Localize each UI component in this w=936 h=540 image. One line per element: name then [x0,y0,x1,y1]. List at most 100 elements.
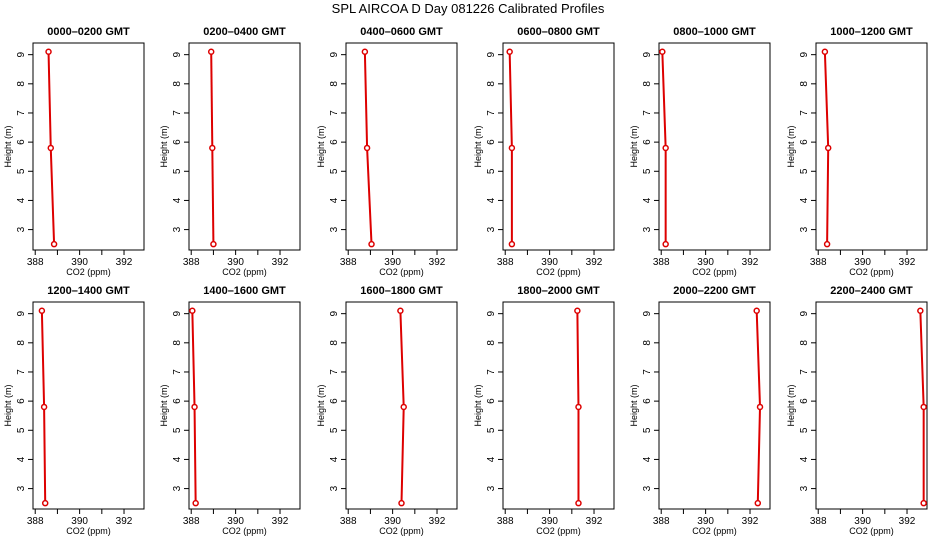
y-tick-label: 6 [16,139,27,145]
y-axis-label: Height (m) [3,125,13,167]
x-tick-label: 392 [742,257,759,268]
y-axis-label: Height (m) [159,125,169,167]
x-tick-label: 392 [272,257,289,268]
y-tick-label: 3 [16,485,27,491]
data-point [400,403,407,411]
x-tick-label: 392 [116,257,133,268]
y-tick-label: 3 [799,485,810,491]
y-tick-label: 4 [642,197,653,203]
plot-frame [345,301,458,510]
x-tick-label: 388 [183,257,200,268]
data-point [920,403,927,411]
x-tick-label: 388 [497,257,514,268]
x-tick-label: 390 [227,516,244,527]
x-tick-label: 388 [653,257,670,268]
data-point [41,499,49,507]
y-tick-label: 3 [329,226,340,232]
y-tick-label: 9 [642,51,653,57]
data-point [192,499,199,507]
x-tick-label: 392 [899,516,916,527]
x-axis-label: CO2 (ppm) [222,526,267,536]
y-tick-label: 6 [642,139,653,145]
data-point [574,307,581,314]
panel-title: 1200–1400 GMT [47,285,130,297]
y-tick-label: 5 [486,427,497,433]
y-tick-label: 7 [642,369,653,375]
data-point [209,144,216,152]
y-tick-label: 7 [329,369,340,375]
x-tick-label: 388 [340,516,357,527]
x-axis-label: CO2 (ppm) [66,526,111,536]
y-tick-label: 5 [172,168,183,174]
y-tick-label: 5 [799,168,810,174]
x-tick-label: 392 [899,257,916,268]
panel-title: 1000–1200 GMT [830,26,913,38]
data-point [207,48,215,55]
plot-frame [188,42,301,251]
y-tick-label: 9 [642,310,653,316]
y-tick-label: 8 [486,340,497,346]
y-tick-label: 3 [172,226,183,232]
panel-title: 0600–0800 GMT [517,26,600,38]
panel-title: 2000–2200 GMT [673,285,756,297]
y-tick-label: 5 [16,168,27,174]
y-tick-label: 9 [486,51,497,57]
y-tick-label: 8 [329,81,340,87]
x-tick-label: 390 [541,516,558,527]
data-point [210,240,217,248]
y-tick-label: 9 [329,51,340,57]
data-point [662,144,669,152]
panel-title: 2200–2400 GMT [830,285,913,297]
y-tick-label: 6 [799,139,810,145]
data-point [575,499,582,507]
y-tick-label: 9 [799,310,810,316]
x-axis-label: CO2 (ppm) [379,526,424,536]
data-point [50,240,58,248]
figure-title: SPL AIRCOA D Day 081226 Calibrated Profi… [331,1,605,16]
x-axis-label: CO2 (ppm) [379,267,424,277]
y-tick-label: 6 [486,398,497,404]
y-tick-label: 4 [172,456,183,462]
x-tick-label: 388 [27,516,44,527]
y-tick-label: 9 [329,310,340,316]
y-tick-label: 5 [329,427,340,433]
x-tick-label: 390 [697,257,714,268]
y-tick-label: 4 [486,456,497,462]
data-point [659,48,666,55]
y-tick-label: 6 [486,139,497,145]
y-tick-label: 7 [172,110,183,116]
x-tick-label: 390 [384,257,401,268]
panel-title: 0400–0600 GMT [360,26,443,38]
x-tick-label: 388 [653,516,670,527]
y-tick-label: 7 [16,369,27,375]
x-tick-label: 390 [697,516,714,527]
x-tick-label: 388 [340,257,357,268]
y-axis-label: Height (m) [786,125,796,167]
y-tick-label: 4 [642,456,653,462]
y-tick-label: 4 [329,456,340,462]
y-tick-label: 7 [799,110,810,116]
data-point [363,144,371,152]
y-tick-label: 5 [329,168,340,174]
y-tick-label: 6 [16,398,27,404]
y-axis-label: Height (m) [316,384,326,426]
y-tick-label: 6 [329,398,340,404]
data-point [38,307,46,314]
y-axis-label: Height (m) [473,384,483,426]
plot-frame [658,42,771,251]
data-point [508,240,516,248]
y-axis-label: Height (m) [473,125,483,167]
y-tick-label: 3 [642,226,653,232]
x-tick-label: 388 [27,257,44,268]
x-axis-label: CO2 (ppm) [536,267,581,277]
y-tick-label: 4 [799,456,810,462]
panel-title: 0000–0200 GMT [47,26,130,38]
y-axis-label: Height (m) [3,384,13,426]
y-tick-label: 7 [172,369,183,375]
y-tick-label: 5 [172,427,183,433]
x-axis-label: CO2 (ppm) [692,526,737,536]
data-point [368,240,375,248]
data-point [191,403,198,411]
y-tick-label: 3 [16,226,27,232]
y-tick-label: 9 [16,51,27,57]
